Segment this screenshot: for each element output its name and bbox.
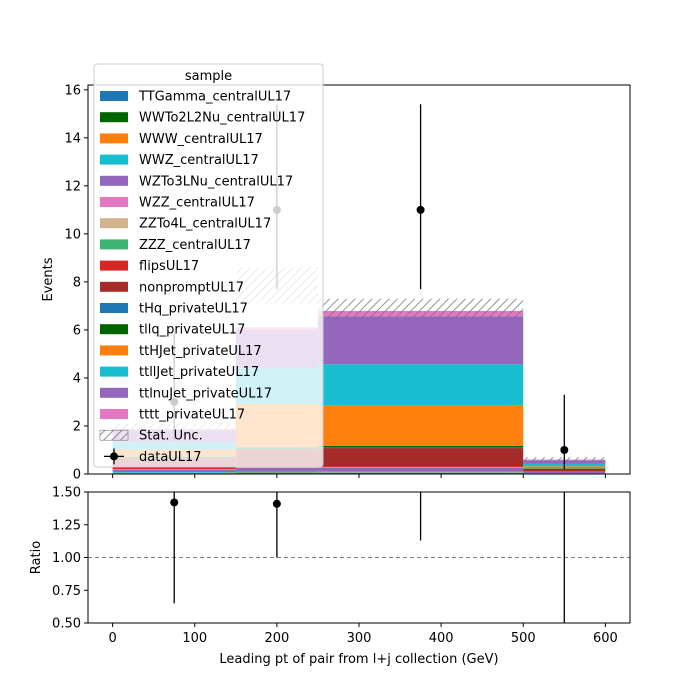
y-tick-label-6: 6: [73, 323, 81, 338]
ratio-y-tick-label-0.50: 0.50: [52, 617, 81, 632]
legend-label-WWZ_centralUL17: WWZ_centralUL17: [139, 153, 259, 168]
legend-swatch-WWTo2L2Nu_centralUL17: [100, 112, 128, 123]
y-tick-label-14: 14: [64, 131, 81, 146]
legend-label-ttlnuJet_privateUL17: ttlnuJet_privateUL17: [139, 386, 272, 401]
legend-swatch-tHq_privateUL17: [100, 303, 128, 313]
x-tick-label-600: 600: [593, 631, 618, 646]
x-tick-label-400: 400: [429, 631, 454, 646]
legend-title: sample: [185, 69, 232, 84]
y-tick-label-8: 8: [73, 275, 81, 290]
legend-swatch-stat-unc: [99, 429, 129, 441]
legend-swatch-WWW_centralUL17: [100, 133, 128, 144]
legend-label-tllq_privateUL17: tllq_privateUL17: [139, 323, 245, 338]
legend-box: [93, 63, 324, 468]
legend-swatch-flipsUL17: [100, 260, 128, 271]
x-tick-label-300: 300: [347, 631, 372, 646]
legend-swatch-TTGamma_centralUL17: [100, 91, 128, 101]
ratio-y-tick-label-0.75: 0.75: [52, 584, 81, 599]
stack-bar-flipsUL17-bin-2: [317, 466, 524, 468]
legend-label-ttllJet_privateUL17: ttllJet_privateUL17: [139, 365, 259, 380]
legend-swatch-ZZZ_centralUL17: [100, 239, 128, 250]
stack-bar-nonpromptUL17-bin-2: [317, 448, 524, 467]
stack-bar-WWZ_centralUL17-bin-1: [235, 471, 318, 473]
ratio-y-tick-label-1.25: 1.25: [52, 518, 81, 533]
legend-swatch-tllq_privateUL17: [100, 324, 128, 335]
main-y-axis-label: Events: [41, 257, 56, 301]
legend-swatch-nonpromptUL17: [100, 281, 128, 292]
x-axis-label: Leading pt of pair from l+j collection (…: [219, 652, 498, 667]
x-tick-label-0: 0: [108, 631, 116, 646]
stack-bar-WZTo3LNu_centralUL17-bin-3: [523, 471, 606, 474]
ratio-y-axis-label: Ratio: [29, 541, 44, 574]
stack-bar-WZTo3LNu_centralUL17-bin-2: [317, 467, 524, 472]
legend-label-tttt_privateUL17: tttt_privateUL17: [139, 408, 245, 423]
legend-label-tHq_privateUL17: tHq_privateUL17: [139, 302, 248, 317]
stack-bar-nonpromptUL17-bin-3: [523, 468, 606, 472]
stack-bar-ttHJet_privateUL17-bin-2: [317, 405, 524, 446]
stack-bar-flipsUL17-bin-0: [112, 467, 236, 470]
legend-swatch-WZZ_centralUL17: [100, 197, 128, 207]
stack-bar-WZTo3LNu_centralUL17-bin-1: [235, 467, 318, 472]
legend-swatch-ttHJet_privateUL17: [100, 345, 128, 356]
legend-label-data: dataUL17: [139, 450, 202, 465]
legend-label-WZTo3LNu_centralUL17: WZTo3LNu_centralUL17: [139, 174, 293, 189]
stack-bar-ttllJet_privateUL17-bin-2: [317, 364, 524, 406]
y-tick-label-12: 12: [64, 179, 81, 194]
x-tick-label-100: 100: [182, 631, 207, 646]
stack-bar-WZTo3LNu_centralUL17-bin-0: [112, 469, 236, 473]
legend-swatch-ZZTo4L_centralUL17: [100, 218, 128, 229]
legend-label-flipsUL17: flipsUL17: [139, 259, 199, 274]
y-tick-label-16: 16: [64, 83, 81, 98]
stack-bar-WWZ_centralUL17-bin-2: [317, 471, 524, 473]
legend-swatch-WZTo3LNu_centralUL17: [100, 175, 128, 186]
legend-data-marker: [110, 452, 118, 461]
legend-swatch-tttt_privateUL17: [100, 409, 128, 419]
ratio-plot-frame: [87, 491, 631, 624]
ratio-y-tick-label-1.00: 1.00: [52, 551, 81, 566]
legend-label-ZZTo4L_centralUL17: ZZTo4L_centralUL17: [139, 217, 271, 232]
x-tick-label-200: 200: [264, 631, 289, 646]
data-point-3: [560, 445, 569, 454]
legend-label-WWW_centralUL17: WWW_centralUL17: [139, 132, 263, 147]
ratio-plot-panel: 0.50 0.75 1.00 1.25 1.50 0 100 200 300 400 500 600 R…: [29, 486, 631, 667]
y-tick-label-2: 2: [73, 419, 81, 434]
stack-bar-WWZ_centralUL17-bin-0: [112, 472, 236, 473]
ratio-y-tick-label-1.50: 1.50: [52, 486, 81, 501]
legend: sample TTGamma_centralUL17 WWTo2L2Nu_centr…: [93, 63, 324, 468]
stack-bar-ttlnuJet_privateUL17-bin-2: [317, 316, 524, 365]
legend-label-ttHJet_privateUL17: ttHJet_privateUL17: [139, 344, 262, 359]
legend-label-TTGamma_centralUL17: TTGamma_centralUL17: [138, 90, 291, 105]
stack-bar-tllq_privateUL17-bin-2: [317, 445, 524, 448]
y-tick-label-0: 0: [73, 468, 81, 483]
legend-label-WWTo2L2Nu_centralUL17: WWTo2L2Nu_centralUL17: [139, 111, 305, 126]
legend-label-WZZ_centralUL17: WZZ_centralUL17: [139, 196, 255, 211]
legend-swatch-WWZ_centralUL17: [100, 154, 128, 165]
legend-label-nonpromptUL17: nonpromptUL17: [139, 280, 244, 295]
legend-label-ZZZ_centralUL17: ZZZ_centralUL17: [139, 238, 251, 253]
x-tick-label-500: 500: [511, 631, 536, 646]
stack-bar-tHq_privateUL17-bin-2: [317, 447, 524, 449]
ratio-point-1: [272, 499, 281, 508]
y-tick-label-4: 4: [73, 371, 81, 386]
y-tick-label-10: 10: [64, 227, 81, 242]
legend-swatch-ttllJet_privateUL17: [100, 366, 128, 377]
stat-unc-band-bin-2: [317, 298, 524, 318]
legend-label-stat-unc: Stat. Unc.: [139, 429, 203, 444]
ratio-point-0: [170, 498, 179, 507]
legend-swatch-ttlnuJet_privateUL17: [100, 387, 128, 398]
data-point-2: [416, 205, 425, 214]
